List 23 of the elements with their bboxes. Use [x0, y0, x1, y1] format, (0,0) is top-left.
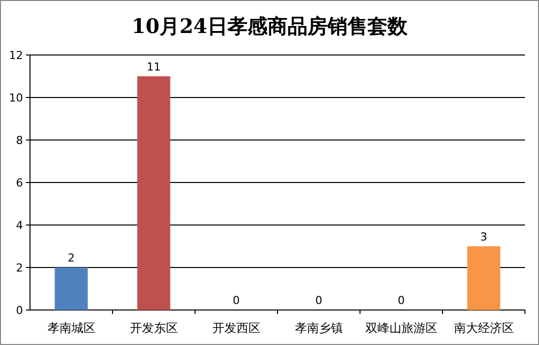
data-label: 11 [146, 60, 161, 74]
x-tick-label: 孝南城区 [47, 321, 96, 335]
bar [137, 76, 170, 310]
x-tick-label: 双峰山旅游区 [365, 321, 438, 335]
x-tick-label: 开发东区 [130, 321, 178, 335]
x-tick-label: 南大经济区 [454, 321, 514, 335]
chart-title: 10月24日孝感商品房销售套数 [132, 14, 408, 38]
y-tick-label: 10 [9, 92, 23, 104]
y-tick-label: 0 [16, 304, 23, 317]
data-label: 0 [232, 294, 240, 307]
data-label: 3 [480, 230, 488, 244]
y-tick-label: 8 [16, 134, 23, 147]
bar [467, 246, 500, 310]
y-tick-label: 6 [16, 176, 23, 190]
y-tick-label: 4 [16, 219, 23, 232]
y-tick-label: 2 [16, 262, 23, 274]
data-label: 0 [398, 294, 405, 307]
x-tick-label: 孝南乡镇 [294, 321, 343, 335]
data-label: 0 [315, 294, 322, 307]
y-tick-label: 12 [9, 49, 23, 62]
x-tick-label: 开发西区 [212, 321, 260, 335]
bar [54, 268, 88, 310]
data-label: 2 [68, 252, 75, 264]
